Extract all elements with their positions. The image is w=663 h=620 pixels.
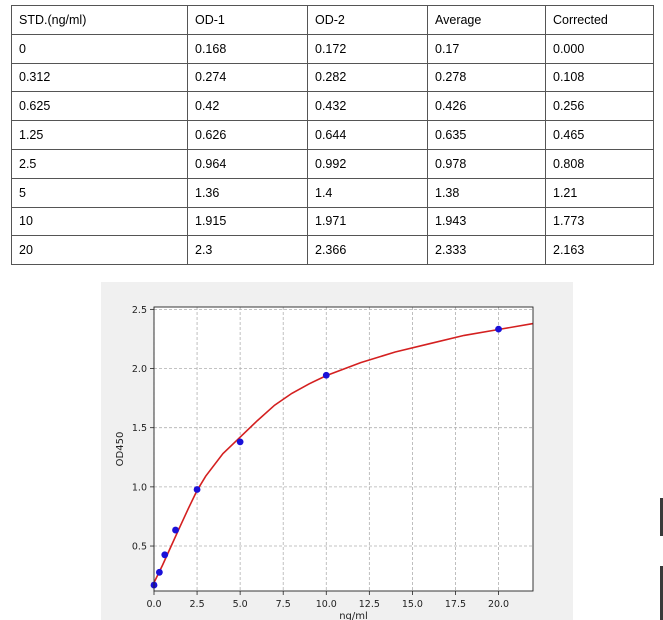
y-axis-label: OD450 — [115, 432, 126, 467]
table-cell: 0.278 — [427, 62, 546, 93]
x-tick-label: 10.0 — [316, 599, 337, 610]
window-edge — [660, 498, 663, 536]
x-tick-label: 5.0 — [233, 599, 248, 610]
table-row: 0 0.168 0.172 0.17 0.000 — [11, 33, 654, 64]
table-cell: 1.4 — [307, 177, 428, 208]
x-tick-label: 0.0 — [146, 599, 161, 610]
table-cell: 20 — [11, 235, 188, 266]
table-cell: 1.773 — [545, 206, 654, 237]
table-cell: 0.168 — [187, 33, 308, 64]
x-tick-label: 17.5 — [445, 599, 466, 610]
data-point — [236, 438, 244, 446]
table-cell: 2.333 — [427, 235, 546, 266]
table-cell: 0.17 — [427, 33, 546, 64]
table-cell: 2.3 — [187, 235, 308, 266]
table-row: 0.625 0.42 0.432 0.426 0.256 — [11, 91, 654, 122]
table-cell: 0.426 — [427, 91, 546, 122]
y-tick-label: 2.0 — [132, 364, 147, 375]
chart-panel: 0.0 2.5 5.0 7.5 10.0 12.5 15.0 17.5 20.0 0.5 1.0 1.… — [101, 282, 573, 620]
table-cell: 1.915 — [187, 206, 308, 237]
y-tick-label: 2.5 — [132, 305, 147, 316]
window-edge — [660, 566, 663, 620]
y-tick-label: 0.5 — [132, 542, 147, 553]
table-cell: 0.465 — [545, 120, 654, 150]
data-point — [155, 568, 163, 576]
table-cell: 5 — [11, 177, 188, 208]
table-cell: 1.971 — [307, 206, 428, 237]
standard-curve-chart: 0.0 2.5 5.0 7.5 10.0 12.5 15.0 17.5 20.0 0.5 1.0 1.… — [115, 305, 534, 620]
fit-curve-line — [153, 322, 534, 584]
table-row: 10 1.915 1.971 1.943 1.773 — [11, 206, 654, 237]
x-axis-label: ng/ml — [339, 611, 368, 620]
plot-area — [154, 307, 533, 591]
table-row: 20 2.3 2.366 2.333 2.163 — [11, 235, 654, 266]
x-tick-label: 2.5 — [190, 599, 205, 610]
table-row: 1.25 0.626 0.644 0.635 0.465 — [11, 120, 654, 150]
table-cell: 0.625 — [11, 91, 188, 122]
x-tick-label: 15.0 — [402, 599, 423, 610]
x-tick-label: 12.5 — [359, 599, 380, 610]
table-row: 0.312 0.274 0.282 0.278 0.108 — [11, 62, 654, 93]
y-tick-label: 1.0 — [132, 482, 147, 493]
x-tick-label: 7.5 — [276, 599, 291, 610]
table-cell: 10 — [11, 206, 188, 237]
y-tick-label: 1.5 — [132, 423, 147, 434]
table-cell: 0.808 — [545, 148, 654, 179]
table-cell: 2.366 — [307, 235, 428, 266]
table-header-cell: STD.(ng/ml) — [11, 5, 188, 35]
table-cell: 0.626 — [187, 120, 308, 150]
table-cell: 2.163 — [545, 235, 654, 266]
data-point — [193, 486, 201, 493]
standards-table: STD.(ng/ml) OD-1 OD-2 Average Corrected 0 0.16… — [11, 5, 654, 266]
data-point — [495, 325, 502, 333]
table-header-cell: Corrected — [545, 5, 654, 35]
table-cell: 1.25 — [11, 120, 188, 150]
table-cell: 0.978 — [427, 148, 546, 179]
table-cell: 0 — [11, 33, 188, 64]
table-header-cell: OD-2 — [307, 5, 428, 35]
table-cell: 0.172 — [307, 33, 428, 64]
table-cell: 0.644 — [307, 120, 428, 150]
table-cell: 0.432 — [307, 91, 428, 122]
data-point — [161, 551, 169, 559]
table-cell: 0.992 — [307, 148, 428, 179]
table-cell: 0.42 — [187, 91, 308, 122]
table-cell: 0.000 — [545, 33, 654, 64]
table-cell: 0.256 — [545, 91, 654, 122]
table-cell: 1.943 — [427, 206, 546, 237]
table-cell: 0.964 — [187, 148, 308, 179]
table-header-row: STD.(ng/ml) OD-1 OD-2 Average Corrected — [11, 5, 654, 35]
table-cell: 0.108 — [545, 62, 654, 93]
table-header-cell: Average — [427, 5, 546, 35]
table-cell: 0.282 — [307, 62, 428, 93]
table-cell: 0.274 — [187, 62, 308, 93]
data-point — [322, 371, 330, 379]
table-cell: 1.36 — [187, 177, 308, 208]
table-row: 5 1.36 1.4 1.38 1.21 — [11, 177, 654, 208]
table-row: 2.5 0.964 0.992 0.978 0.808 — [11, 148, 654, 179]
plot-frame — [153, 306, 534, 592]
table-cell: 0.312 — [11, 62, 188, 93]
table-cell: 1.38 — [427, 177, 546, 208]
table-cell: 0.635 — [427, 120, 546, 150]
table-cell: 1.21 — [545, 177, 654, 208]
x-tick-label: 20.0 — [488, 599, 509, 610]
data-point — [172, 526, 179, 534]
table-cell: 2.5 — [11, 148, 188, 179]
table-header-cell: OD-1 — [187, 5, 308, 35]
